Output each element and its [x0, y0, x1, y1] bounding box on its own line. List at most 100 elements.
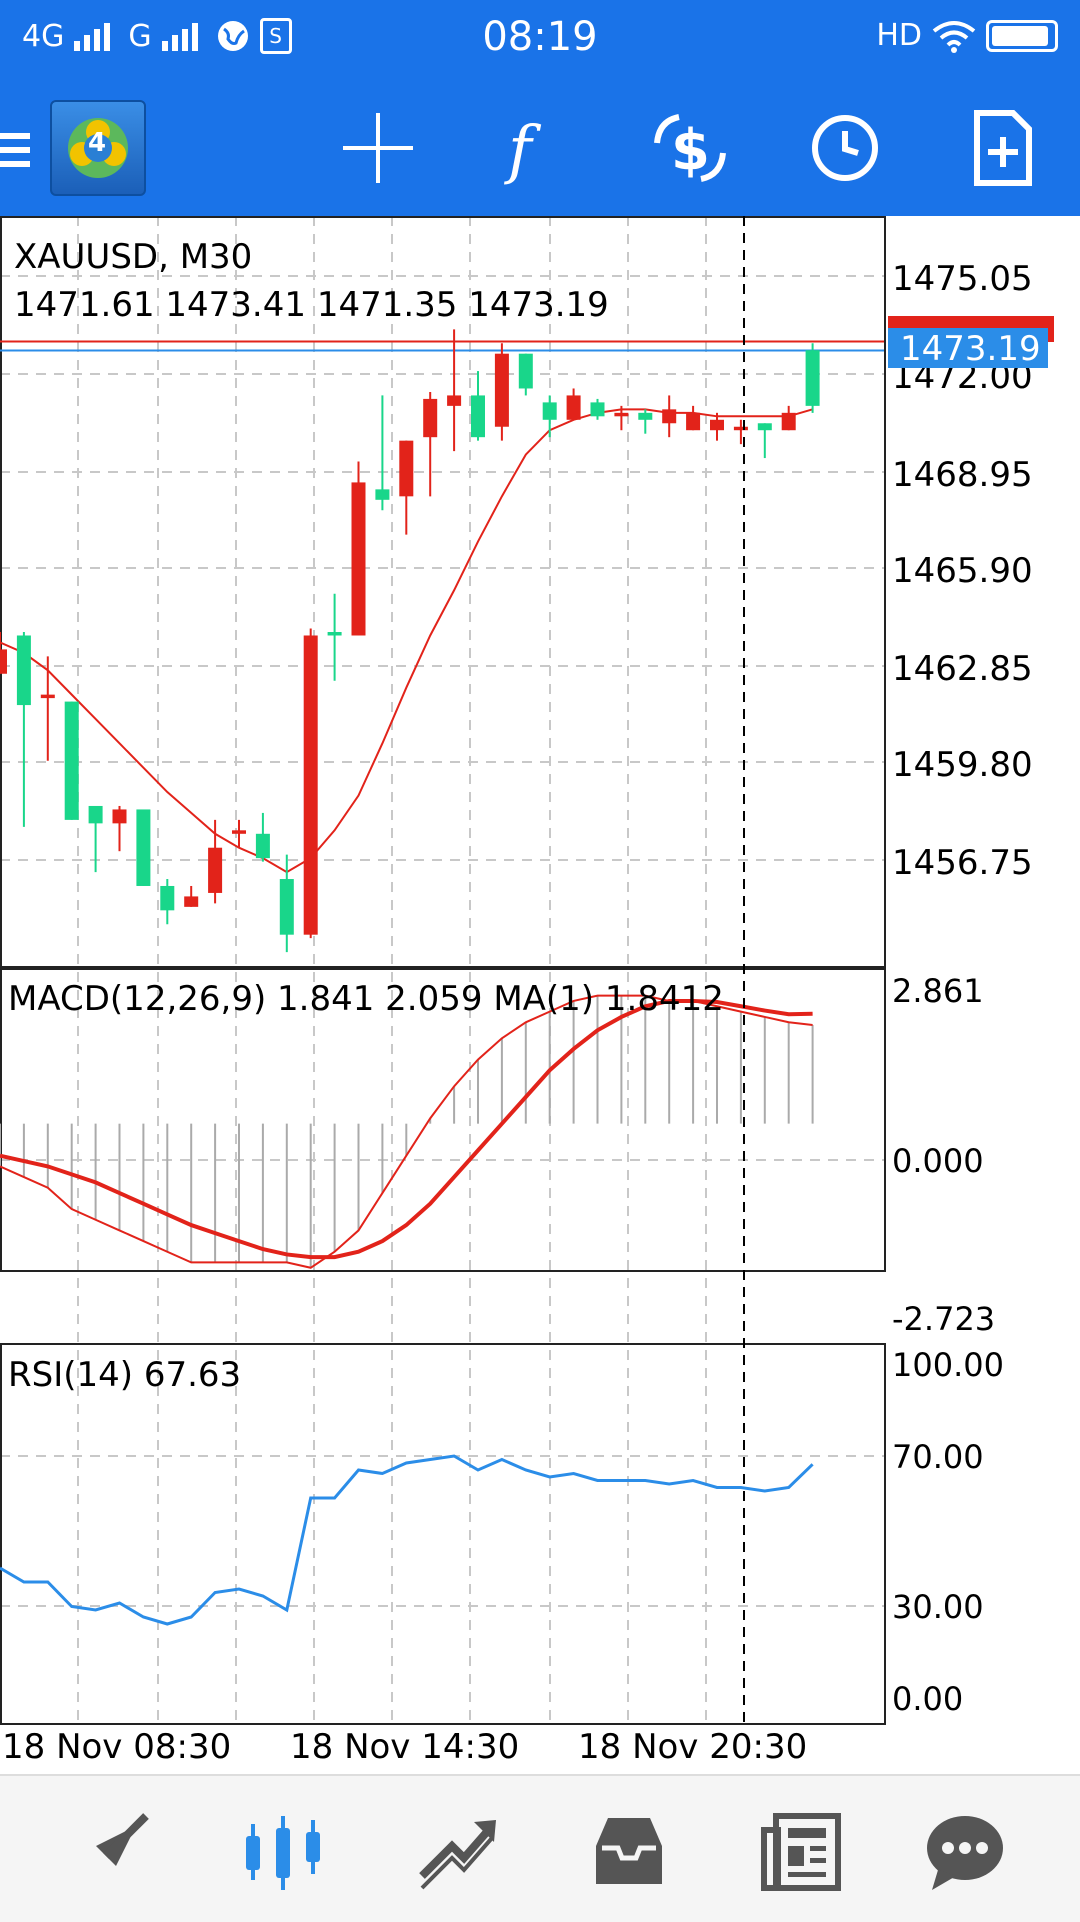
status-left: 4G G S — [22, 18, 292, 54]
candle-body — [64, 701, 79, 820]
candle-body — [614, 412, 629, 417]
moving-average-line — [0, 408, 813, 874]
trade-icon[interactable] — [412, 1806, 502, 1896]
candle-body — [781, 412, 796, 431]
price-tick: 1462.85 — [892, 649, 1033, 689]
candle-body — [112, 809, 127, 824]
menu-icon[interactable] — [0, 103, 34, 193]
candle-body — [566, 395, 581, 420]
quotes-icon[interactable] — [66, 1806, 156, 1896]
price-tick: 1456.75 — [892, 843, 1033, 883]
candle-body — [232, 830, 246, 834]
candle-body — [518, 353, 533, 389]
bottom-navigation — [0, 1774, 1080, 1922]
macd-signal-line — [0, 998, 813, 1260]
rsi-tick: 0.00 — [892, 1680, 963, 1718]
main-chart-border — [0, 216, 886, 968]
network-type-2: G — [128, 18, 152, 54]
network-type-1: 4G — [22, 18, 65, 54]
rsi-axis: 100.00 70.00 30.00 0.00 — [892, 1346, 1004, 1718]
macd-chart — [0, 994, 814, 1269]
battery-icon — [986, 19, 1058, 52]
candle-body — [733, 426, 748, 431]
candle-body — [303, 635, 318, 935]
symbol-label: XAUUSD, M30 — [14, 237, 252, 277]
chart-canvas[interactable]: XAUUSD, M30 1471.61 1473.41 1471.35 1473… — [0, 216, 1080, 1770]
history-clock-icon[interactable] — [800, 103, 890, 193]
ohlc-label: 1471.61 1473.41 1471.35 1473.19 — [14, 285, 609, 325]
candle-body — [40, 694, 55, 699]
chart-toolbar: 4 f $ — [0, 78, 1080, 216]
current-price-badge — [888, 328, 1048, 368]
signal-strength-icon — [161, 23, 198, 51]
macd-tick: 0.000 — [892, 1142, 984, 1180]
rsi-label: RSI(14) 67.63 — [8, 1355, 241, 1395]
candle-body — [494, 353, 509, 427]
rsi-tick: 70.00 — [892, 1438, 984, 1476]
candle-body — [255, 833, 270, 859]
candle-body — [399, 440, 414, 497]
candle-body — [0, 649, 7, 674]
candle-body — [16, 635, 31, 706]
candle-body — [805, 350, 820, 406]
candle-body — [638, 412, 653, 420]
new-order-icon[interactable] — [957, 103, 1047, 193]
candle-body — [542, 402, 557, 420]
crosshair-icon[interactable] — [333, 103, 423, 193]
sim-icon: S — [259, 18, 292, 54]
time-tick: 18 Nov 14:30 — [290, 1727, 519, 1767]
chat-icon[interactable] — [920, 1806, 1010, 1896]
macd-tick: -2.723 — [892, 1300, 995, 1338]
candle-body — [686, 412, 701, 431]
price-tick: 1459.80 — [892, 745, 1033, 785]
current-price-label: 1473.19 — [900, 329, 1041, 369]
trade-dollar-icon[interactable]: $ — [645, 103, 735, 193]
chart-area[interactable]: XAUUSD, M30 1471.61 1473.41 1471.35 1473… — [0, 216, 1080, 1770]
mt4-logo-badge: 4 — [88, 128, 107, 158]
candle-body — [710, 419, 724, 431]
macd-label: MACD(12,26,9) 1.841 2.059 MA(1) 1.8412 — [8, 979, 724, 1019]
candle-body — [160, 885, 175, 911]
candle-body — [351, 482, 366, 636]
status-right: HD — [876, 18, 1058, 53]
rsi-panel-border — [0, 1343, 886, 1725]
candle-body — [88, 805, 103, 824]
history-icon[interactable] — [584, 1806, 674, 1896]
price-chart — [0, 329, 884, 953]
news-icon[interactable] — [756, 1806, 846, 1896]
candle-body — [447, 395, 462, 406]
price-tick: 1475.05 — [892, 259, 1033, 299]
status-bar: 4G G S 08:19 HD — [0, 0, 1080, 78]
candle-body — [662, 409, 677, 424]
candle-body — [590, 402, 605, 417]
candle-body — [757, 423, 772, 431]
chart-icon[interactable] — [238, 1806, 328, 1896]
time-tick: 18 Nov 20:30 — [578, 1727, 807, 1767]
candle-body — [471, 395, 485, 438]
macd-axis: 2.861 0.000 -2.723 — [892, 972, 995, 1338]
candle-body — [423, 398, 438, 438]
hd-indicator: HD — [876, 18, 922, 53]
time-axis: 18 Nov 08:30 18 Nov 14:30 18 Nov 20:30 — [2, 1727, 807, 1767]
svg-text:f: f — [504, 113, 542, 187]
time-tick: 18 Nov 08:30 — [2, 1727, 231, 1767]
macd-tick: 2.861 — [892, 972, 984, 1010]
candle-body — [208, 847, 223, 893]
signal-strength-icon — [74, 23, 111, 51]
price-tick: 1468.95 — [892, 455, 1033, 495]
candle-body — [279, 879, 294, 935]
wifi-icon — [932, 20, 976, 53]
price-tick: 1465.90 — [892, 551, 1033, 591]
status-clock: 08:19 — [482, 14, 598, 60]
rsi-tick: 100.00 — [892, 1346, 1004, 1384]
candle-body — [136, 809, 151, 886]
rsi-tick: 30.00 — [892, 1588, 984, 1626]
candle-body — [184, 896, 199, 907]
candle-body — [327, 632, 342, 636]
globe-icon — [217, 21, 248, 51]
candle-body — [375, 489, 390, 500]
mt4-logo-icon[interactable]: 4 — [50, 100, 146, 196]
rsi-chart — [0, 1454, 814, 1626]
svg-text:$: $ — [671, 118, 710, 183]
indicator-f-icon[interactable]: f — [488, 103, 578, 193]
